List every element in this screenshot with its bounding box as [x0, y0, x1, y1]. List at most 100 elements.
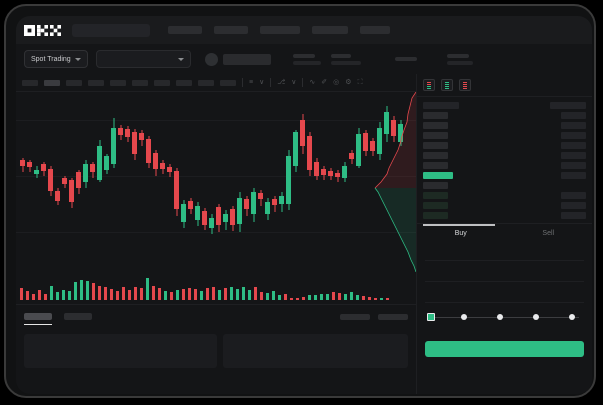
slider-stop-100[interactable]	[569, 314, 575, 320]
candle	[398, 120, 403, 146]
timeframe-6[interactable]	[154, 79, 170, 86]
candle	[377, 122, 382, 160]
spot-trading-dropdown[interactable]: Spot Trading	[24, 50, 88, 68]
slider-stop-25[interactable]	[461, 314, 467, 320]
orderbook-bid-row[interactable]	[423, 182, 586, 189]
orders-panel-right[interactable]	[222, 334, 408, 368]
order-field-total[interactable]	[425, 290, 584, 303]
candle	[349, 150, 354, 164]
volume-bar	[368, 297, 371, 300]
orderbook-cell-amount	[561, 122, 586, 129]
gridline-2	[16, 232, 416, 233]
timeframe-8[interactable]	[198, 79, 214, 86]
indicators-icon[interactable]: ≡	[249, 79, 254, 86]
device-bezel: Spot Trading	[4, 4, 596, 398]
chart-toolbar: ≡ ∨ ⎇ ∨ ∿ ✐ ◎ ⚙ ⛶	[16, 74, 416, 92]
orderbook-cell-price	[423, 142, 448, 149]
slider-handle[interactable]	[427, 313, 435, 321]
nav-item-2[interactable]	[260, 26, 300, 34]
toolbar-divider	[242, 78, 243, 87]
volume-bar	[266, 293, 269, 300]
okx-logo-icon[interactable]	[24, 24, 62, 36]
timeframe-9[interactable]	[220, 79, 236, 86]
orders-panel-left[interactable]	[24, 334, 217, 368]
candle	[83, 160, 88, 188]
orderbook-bid-row[interactable]	[423, 212, 586, 219]
order-field-price[interactable]	[425, 248, 584, 261]
orderbook-bid-row[interactable]	[423, 192, 586, 199]
amount-percent-slider[interactable]	[427, 313, 582, 323]
chevron-down-icon[interactable]: ∨	[259, 79, 265, 86]
orders-tablist	[16, 305, 416, 325]
magnet-icon[interactable]: ◎	[333, 79, 340, 86]
price-chart[interactable]	[16, 92, 416, 304]
nav-item-3[interactable]	[312, 26, 348, 34]
tab-sell[interactable]: Sell	[542, 230, 555, 237]
orderbook-bid-row[interactable]	[423, 202, 586, 209]
app-screen: Spot Trading	[16, 16, 592, 394]
candle	[258, 190, 263, 206]
timeframe-0[interactable]	[22, 79, 38, 86]
candlestick-series	[20, 92, 412, 272]
volume-bar	[116, 291, 119, 300]
volume-bar	[134, 287, 137, 300]
orderbook-cell-amount	[561, 132, 586, 139]
candle	[174, 168, 179, 216]
timeframe-5[interactable]	[132, 79, 148, 86]
orderbook-header-row[interactable]	[423, 102, 586, 109]
orderbook-ask-row[interactable]	[423, 142, 586, 149]
candle	[279, 192, 284, 212]
volume-bar	[38, 290, 41, 300]
orderbook-both-icon[interactable]	[423, 79, 435, 91]
orderbook-ask-row[interactable]	[423, 112, 586, 119]
timeframe-1[interactable]	[44, 79, 60, 86]
volume-bar	[140, 288, 143, 300]
orders-actions	[340, 313, 408, 320]
orderbook-ask-row[interactable]	[423, 162, 586, 169]
toolbar-divider	[270, 78, 272, 87]
order-field-amount[interactable]	[425, 269, 584, 282]
pair-select[interactable]	[95, 50, 191, 68]
candle	[272, 196, 277, 212]
orderbook-cell-amount	[561, 142, 586, 149]
slider-stop-50[interactable]	[497, 314, 503, 320]
orderbook-asks-icon[interactable]	[459, 79, 471, 91]
volume-bar	[194, 289, 197, 300]
orders-panel	[16, 304, 416, 394]
tab-order-history[interactable]	[64, 313, 92, 320]
orderbook-cell-price	[423, 162, 448, 169]
nav-item-4[interactable]	[360, 26, 390, 34]
timeframe-4[interactable]	[110, 79, 126, 86]
nav-item-0[interactable]	[168, 26, 202, 34]
coin-avatar-icon	[204, 52, 218, 66]
line-tool-icon[interactable]: ∿	[309, 79, 316, 86]
pencil-icon[interactable]: ✐	[321, 79, 328, 86]
timeframe-7[interactable]	[176, 79, 192, 86]
search-input[interactable]	[72, 23, 150, 37]
nav-item-1[interactable]	[214, 26, 248, 34]
slider-track	[430, 317, 579, 318]
volume-bar	[32, 294, 35, 300]
orderbook-ask-row[interactable]	[423, 122, 586, 129]
stat-3	[446, 53, 473, 65]
fullscreen-icon[interactable]: ⛶	[357, 79, 363, 86]
orderbook-rows[interactable]	[417, 97, 592, 219]
slider-stop-75[interactable]	[533, 314, 539, 320]
submit-buy-button[interactable]	[425, 341, 584, 357]
orderbook-ask-row[interactable]	[423, 132, 586, 139]
timeframe-2[interactable]	[66, 79, 82, 86]
orders-action-0[interactable]	[340, 313, 370, 320]
orderbook-bids-icon[interactable]	[441, 79, 453, 91]
orders-action-1[interactable]	[378, 313, 408, 320]
chevron-down-icon[interactable]: ∨	[291, 79, 297, 86]
candle	[48, 166, 53, 196]
candle	[335, 170, 340, 182]
volume-bar	[272, 291, 275, 300]
timeframe-3[interactable]	[88, 79, 104, 86]
orderbook-ask-row[interactable]	[423, 152, 586, 159]
orderbook-last-price-row[interactable]	[423, 172, 586, 179]
settings-icon[interactable]: ⚙	[345, 79, 352, 86]
tab-buy[interactable]: Buy	[454, 230, 467, 237]
chart-type-icon[interactable]: ⎇	[277, 79, 286, 86]
tab-open-orders[interactable]	[24, 313, 52, 325]
